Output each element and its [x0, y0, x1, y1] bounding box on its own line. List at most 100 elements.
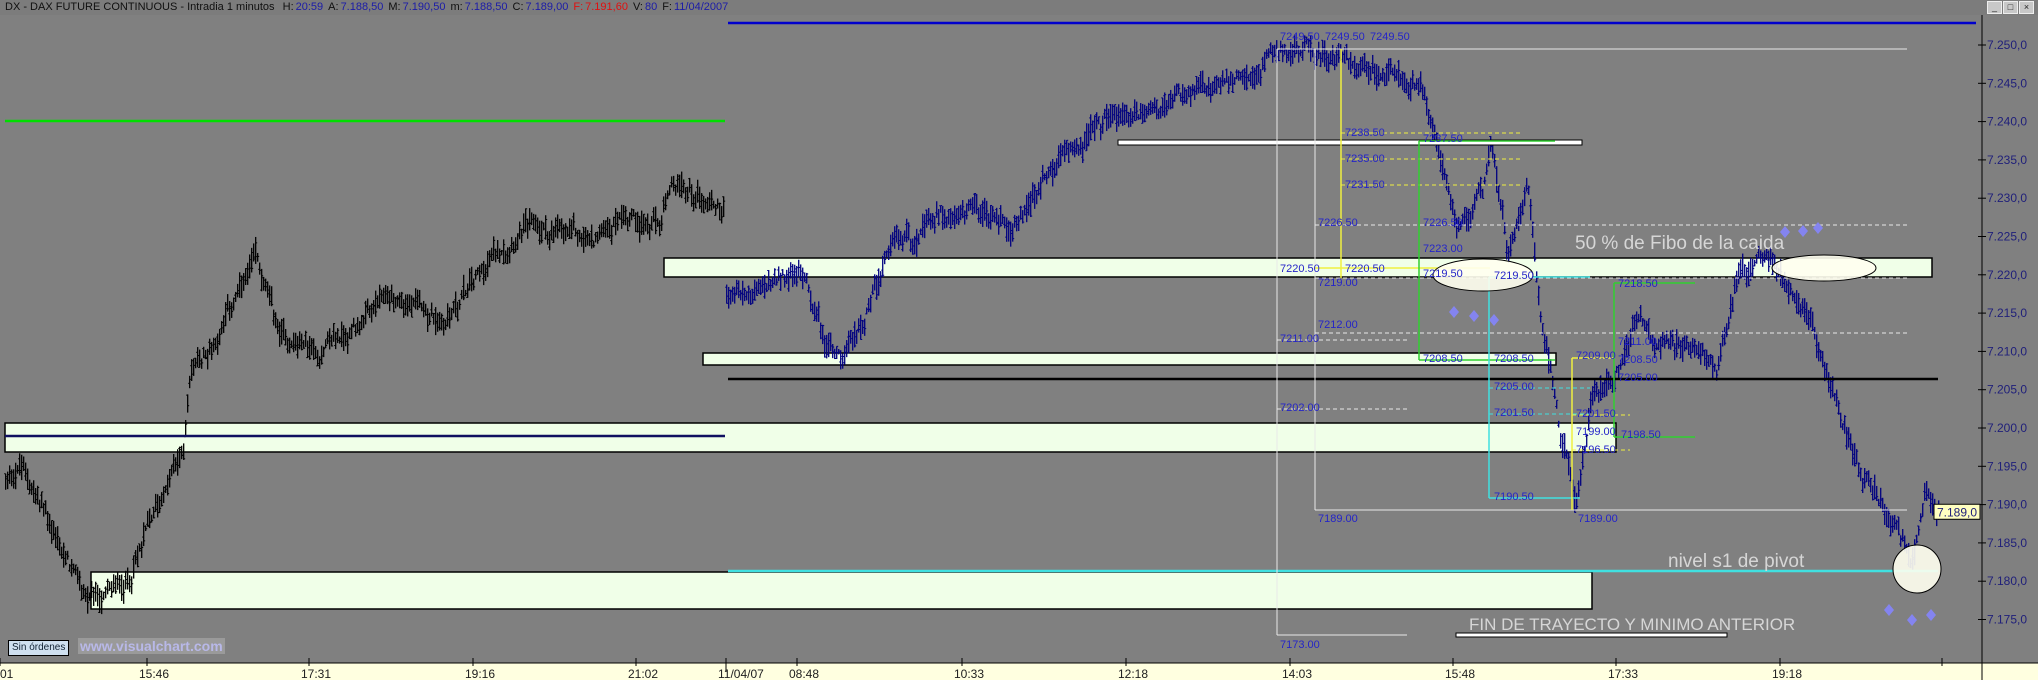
- price-bar: [1171, 93, 1175, 109]
- price-bar: [134, 550, 138, 565]
- price-bar: [1553, 388, 1557, 399]
- price-bar: [1041, 164, 1045, 183]
- price-bar: [418, 289, 422, 308]
- resistance-bar[interactable]: [1117, 139, 1583, 146]
- price-bar: [973, 193, 977, 214]
- price-bar: [48, 513, 52, 534]
- price-bar: [286, 337, 290, 354]
- minimize-button[interactable]: _: [1987, 1, 2002, 14]
- price-bar: [1109, 104, 1113, 128]
- price-bar: [1189, 86, 1193, 108]
- price-bar: [528, 208, 532, 231]
- price-bar: [554, 217, 558, 238]
- price-bar: [1595, 381, 1599, 397]
- price-bar: [348, 327, 352, 340]
- price-bar: [572, 212, 576, 231]
- price-bar: [252, 243, 256, 262]
- quote-field-value: 7.190,50: [402, 1, 446, 13]
- price-bar: [178, 446, 182, 469]
- highlight-ellipse[interactable]: [1771, 254, 1877, 282]
- quote-field-label: V:: [632, 1, 643, 13]
- price-bar: [152, 506, 156, 519]
- price-bar: [1873, 474, 1877, 500]
- price-bar: [1015, 215, 1019, 232]
- price-bar: [1079, 136, 1083, 155]
- price-bar: [1401, 71, 1405, 91]
- price-bar: [16, 465, 20, 474]
- price-bar: [1597, 389, 1601, 403]
- price-bar: [290, 340, 294, 349]
- price-bar: [1827, 372, 1831, 393]
- price-bar: [1319, 52, 1323, 68]
- support-resistance-zone[interactable]: [4, 422, 1617, 453]
- price-bar: [264, 278, 268, 292]
- price-bar: [1057, 145, 1061, 169]
- price-bar: [1375, 64, 1379, 91]
- price-bar: [1679, 340, 1683, 359]
- highlight-ellipse[interactable]: [1432, 258, 1534, 292]
- price-bar: [636, 211, 640, 233]
- price-bar: [166, 474, 170, 496]
- price-bar: [1221, 70, 1225, 87]
- price-bar: [1703, 349, 1707, 367]
- price-bar: [408, 294, 412, 312]
- diamond-marker-icon: [1449, 306, 1459, 318]
- price-bar: [688, 177, 692, 193]
- price-bar: [1315, 48, 1319, 66]
- price-bar: [1925, 480, 1929, 502]
- price-bar: [1817, 342, 1821, 362]
- price-bar: [1467, 208, 1471, 232]
- orders-button[interactable]: Sin órdenes: [8, 640, 70, 656]
- price-bar: [414, 288, 418, 310]
- price-bar: [574, 227, 578, 237]
- price-bar: [775, 278, 779, 286]
- price-bar: [923, 214, 927, 239]
- maximize-button[interactable]: □: [2003, 1, 2018, 14]
- price-bar: [1217, 77, 1221, 88]
- price-bar: [1091, 120, 1095, 134]
- support-resistance-zone[interactable]: [663, 257, 1933, 278]
- price-bar: [1671, 329, 1675, 347]
- highlight-ellipse[interactable]: [1892, 544, 1942, 594]
- price-bar: [1717, 356, 1721, 371]
- price-bar: [975, 194, 979, 215]
- support-resistance-zone[interactable]: [90, 571, 1593, 610]
- fib-level-label: 7211.00: [1280, 333, 1319, 345]
- price-bar: [1403, 72, 1407, 93]
- price-bar: [1261, 56, 1265, 71]
- price-bar: [1731, 296, 1735, 313]
- close-button[interactable]: ×: [2019, 1, 2034, 14]
- price-bar: [26, 468, 30, 490]
- price-bar: [1805, 302, 1809, 325]
- price-bar: [1141, 103, 1145, 124]
- price-bar: [1219, 77, 1223, 95]
- price-bar: [1397, 59, 1401, 88]
- price-bar: [1555, 399, 1559, 409]
- price-bar: [1077, 144, 1081, 156]
- price-bar: [1605, 368, 1609, 397]
- price-bar: [430, 302, 434, 317]
- price-bar: [1891, 515, 1895, 533]
- price-bar: [1247, 74, 1251, 82]
- price-bar: [606, 217, 610, 238]
- price-bar: [722, 196, 726, 218]
- price-bar: [1021, 210, 1025, 224]
- price-bar: [208, 338, 212, 355]
- price-bar: [314, 346, 318, 359]
- price-bar: [524, 208, 528, 233]
- price-bar: [1573, 486, 1577, 513]
- instrument-title: DX - DAX FUTURE CONTINUOUS - Intradia 1 …: [5, 1, 275, 13]
- price-bar: [1353, 55, 1357, 79]
- price-bar: [626, 216, 630, 232]
- support-resistance-zone[interactable]: [702, 352, 1557, 366]
- price-bar: [710, 189, 714, 211]
- price-bar: [1281, 44, 1285, 63]
- price-bar: [400, 291, 404, 309]
- price-bar: [1043, 173, 1047, 181]
- price-bar: [380, 289, 384, 303]
- price-bar: [590, 224, 594, 249]
- price-bar: [350, 323, 354, 340]
- price-bar: [526, 218, 530, 239]
- price-bar: [1525, 177, 1529, 192]
